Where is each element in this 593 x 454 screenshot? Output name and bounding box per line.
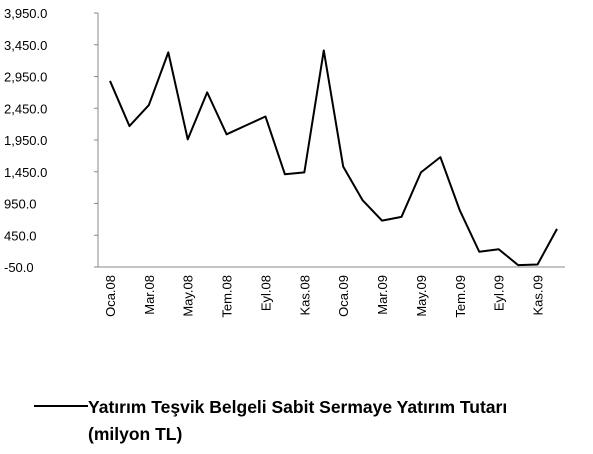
x-tick-label: Kas.08 <box>297 275 312 315</box>
x-tick-label: Mar.09 <box>375 275 390 315</box>
y-tick-label: 2,450.0 <box>4 101 47 116</box>
x-tick-label: Tem.08 <box>220 275 235 318</box>
x-tick-label: Tem.09 <box>453 275 468 318</box>
x-tick-label: Kas.09 <box>531 275 546 315</box>
y-tick-label: 2,950.0 <box>4 70 47 85</box>
y-tick-label: 950.0 <box>4 197 37 212</box>
y-tick-label: 1,450.0 <box>4 165 47 180</box>
chart: -50.0 450.0 950.0 1,450.0 1,950.0 2,450.0 2,95… <box>4 6 565 318</box>
legend-swatch <box>34 405 88 407</box>
x-tick-label: Eyl.08 <box>258 275 273 311</box>
y-tick-label: 450.0 <box>4 228 37 243</box>
x-tick-label: Oca.09 <box>336 275 351 317</box>
x-tick-label: May.08 <box>181 275 196 317</box>
legend-label: Yatırım Teşvik Belgeli Sabit Sermaye Yat… <box>88 397 508 444</box>
y-tick-label: 3,450.0 <box>4 38 47 53</box>
x-tick-label: Eyl.09 <box>492 275 507 311</box>
y-tick-label: -50.0 <box>4 260 34 275</box>
legend: Yatırım Teşvik Belgeli Sabit Sermaye Yat… <box>34 394 593 448</box>
series-line <box>109 49 558 267</box>
y-tick-label: 3,950.0 <box>4 6 47 21</box>
y-tick-label: 1,950.0 <box>4 133 47 148</box>
x-tick-label: Mar.08 <box>142 275 157 315</box>
x-tick-label: Oca.08 <box>103 275 118 317</box>
x-tick-label: May.09 <box>414 275 429 317</box>
